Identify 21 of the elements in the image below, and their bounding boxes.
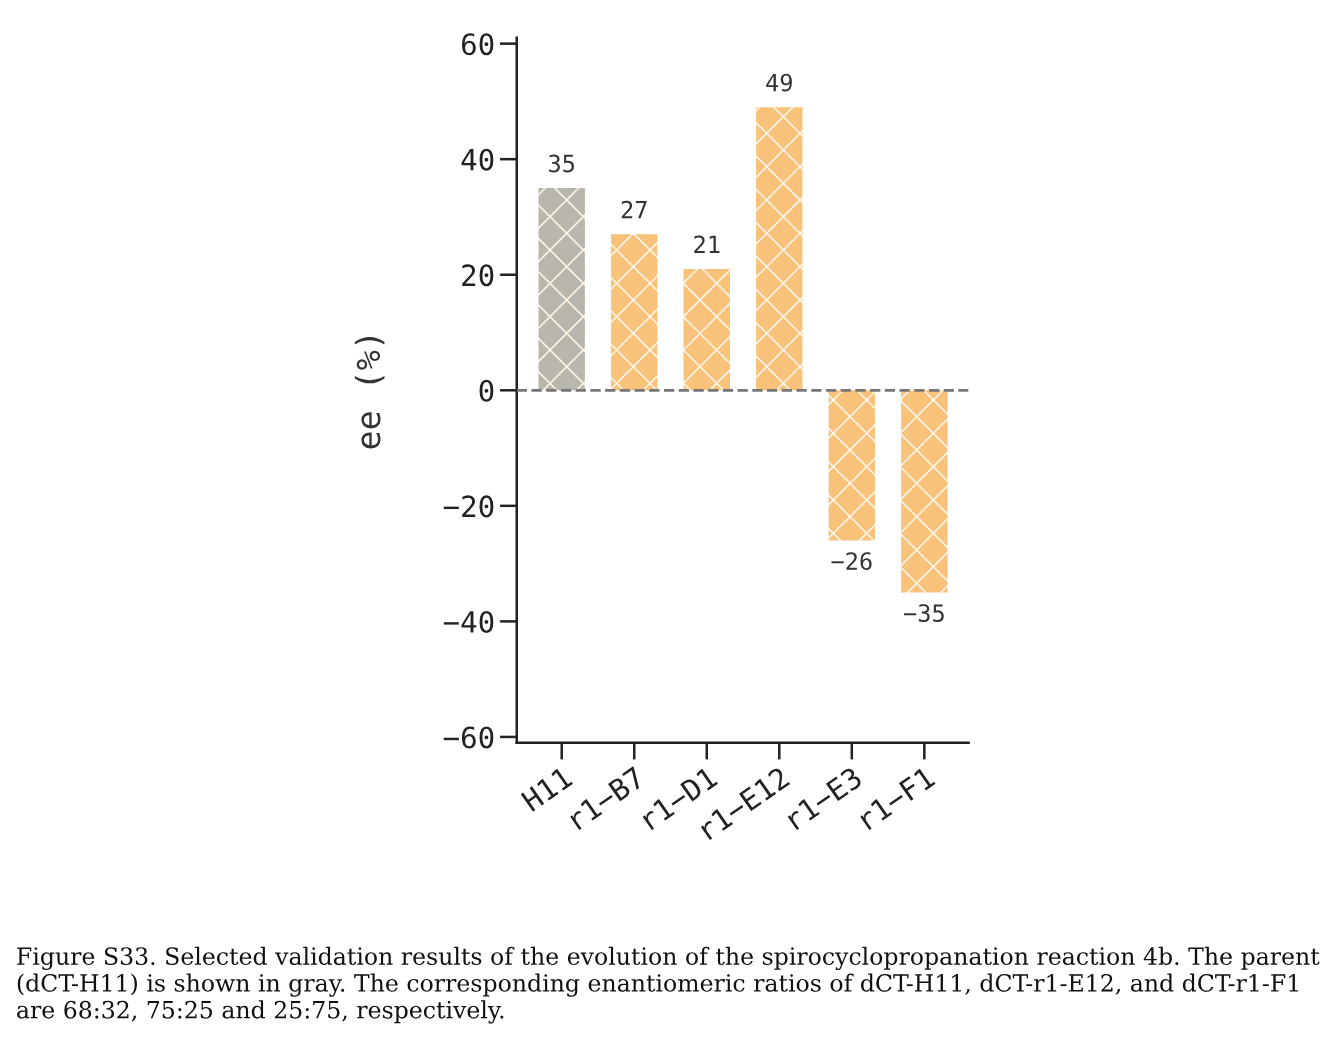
bar bbox=[538, 188, 585, 391]
y-tick-label: 60 bbox=[462, 33, 494, 56]
y-tick-label: −60 bbox=[443, 726, 494, 749]
data-label: 27 bbox=[621, 200, 647, 219]
caption: Figure S33. Selected validation results of the evolution of the spirocyclopropanation reaction 4b. The parent (dCT-H11) is shown in gray. The corresponding enantiomeric ratios of dCT-H11, dCT-r1-E12, and dCT-r1-F1 are 68:32, 75:25 and 25:75, respectively. bbox=[17, 946, 1320, 1024]
bar bbox=[683, 268, 730, 391]
y-axis-title: ee (%) bbox=[354, 337, 385, 449]
data-label: 21 bbox=[694, 235, 720, 253]
bar bbox=[756, 107, 803, 391]
bar bbox=[901, 390, 948, 593]
y-tick-label: 0 bbox=[479, 379, 494, 402]
data-label: −35 bbox=[904, 604, 944, 623]
data-label: −26 bbox=[831, 552, 872, 571]
y-tick-label: −20 bbox=[443, 495, 494, 518]
bar bbox=[828, 390, 876, 541]
y-tick-label: 20 bbox=[462, 264, 494, 287]
y-tick-label: −40 bbox=[443, 610, 494, 633]
data-label: 35 bbox=[549, 154, 575, 173]
data-label: 49 bbox=[766, 73, 792, 92]
bar bbox=[611, 234, 658, 391]
y-tick-label: 40 bbox=[461, 148, 494, 171]
